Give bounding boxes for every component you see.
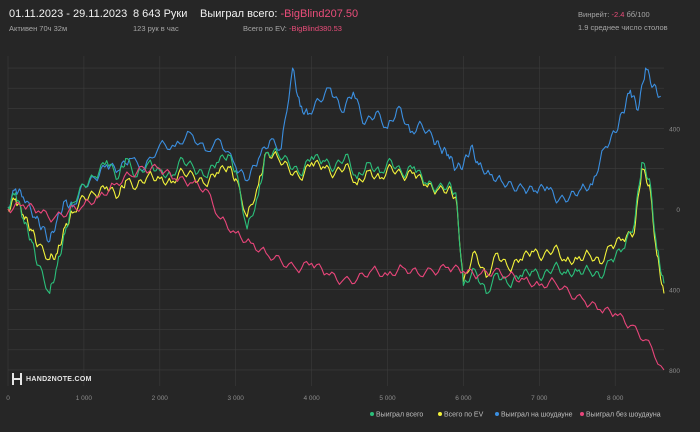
x-tick-label: 2 000 xyxy=(152,395,169,402)
x-tick-label: 4 000 xyxy=(303,395,320,402)
date-range: 01.11.2023 - 29.11.2023 xyxy=(9,8,128,20)
x-tick-label: 8 000 xyxy=(607,395,624,402)
x-tick-label: 0 xyxy=(6,395,10,402)
winrate-label: Винрейт: xyxy=(578,10,610,19)
series-lines xyxy=(7,67,665,371)
winrate-value: -2.4 xyxy=(611,10,625,19)
legend-marker xyxy=(495,412,499,416)
legend-label: Выиграл без шоудауна xyxy=(586,411,661,419)
winrate-suffix: бб/100 xyxy=(626,10,650,19)
legend-marker xyxy=(370,412,374,416)
won-total-stat: Выиграл всего: -BigBlind207.50 xyxy=(200,8,358,20)
y-tick-label: 800 xyxy=(669,368,680,375)
series-line-ev_total xyxy=(7,151,665,294)
y-tick-label: 400 xyxy=(669,126,680,133)
logo-icon xyxy=(12,373,22,385)
chart-area: 400 0 400 800 0 1 000 2 000 3 000 4 000 5 000 6 0… xyxy=(0,48,700,427)
avg-tables: 1.9 среднее число столов xyxy=(578,23,668,32)
hands-per-hour: 123 рук в час xyxy=(133,24,179,33)
active-time: Активен 70ч 32м xyxy=(9,24,68,33)
legend: Выиграл всего Всего по EV Выиграл на шоуда… xyxy=(370,411,661,419)
stats-header: 01.11.2023 - 29.11.2023 Активен 70ч 32м … xyxy=(0,0,700,48)
grid-lines xyxy=(7,56,664,386)
legend-marker xyxy=(580,412,584,416)
x-tick-label: 7 000 xyxy=(531,395,548,402)
x-tick-label: 5 000 xyxy=(379,395,396,402)
series-line-won_showdown xyxy=(7,67,661,243)
graph-chart[interactable]: 400 0 400 800 0 1 000 2 000 3 000 4 000 5 000 6 0… xyxy=(0,48,700,427)
x-tick-label: 1 000 xyxy=(76,395,93,402)
x-axis-ticks: 0 1 000 2 000 3 000 4 000 5 000 6 000 7 000 8 00… xyxy=(6,395,624,402)
series-line-won_total xyxy=(7,147,665,294)
ev-total-stat: Всего по EV: -BigBlind380.53 xyxy=(243,24,342,33)
y-axis-ticks: 400 0 400 800 xyxy=(669,126,680,374)
ev-total-label: Всего по EV: xyxy=(243,24,287,33)
hand2note-logo: HAND2NOTE.COM xyxy=(12,373,92,385)
legend-marker xyxy=(438,412,442,416)
x-tick-label: 3 000 xyxy=(228,395,245,402)
logo-text: HAND2NOTE.COM xyxy=(26,375,92,383)
won-total-value: -BigBlind207.50 xyxy=(280,8,359,20)
y-tick-label: 400 xyxy=(669,287,680,294)
hands-count: 8 643 Руки xyxy=(133,8,188,20)
x-tick-label: 6 000 xyxy=(455,395,472,402)
won-total-label: Выиграл всего: xyxy=(200,8,278,20)
y-tick-label: 0 xyxy=(676,207,680,214)
legend-label: Выиграл на шоудауне xyxy=(501,412,573,419)
legend-label: Выиграл всего xyxy=(376,412,423,419)
winrate-stat: Винрейт: -2.4 бб/100 xyxy=(578,10,650,19)
ev-total-value: -BigBlind380.53 xyxy=(288,24,342,33)
legend-label: Всего по EV xyxy=(444,412,484,419)
series-line-won_no_showdown xyxy=(7,163,665,371)
